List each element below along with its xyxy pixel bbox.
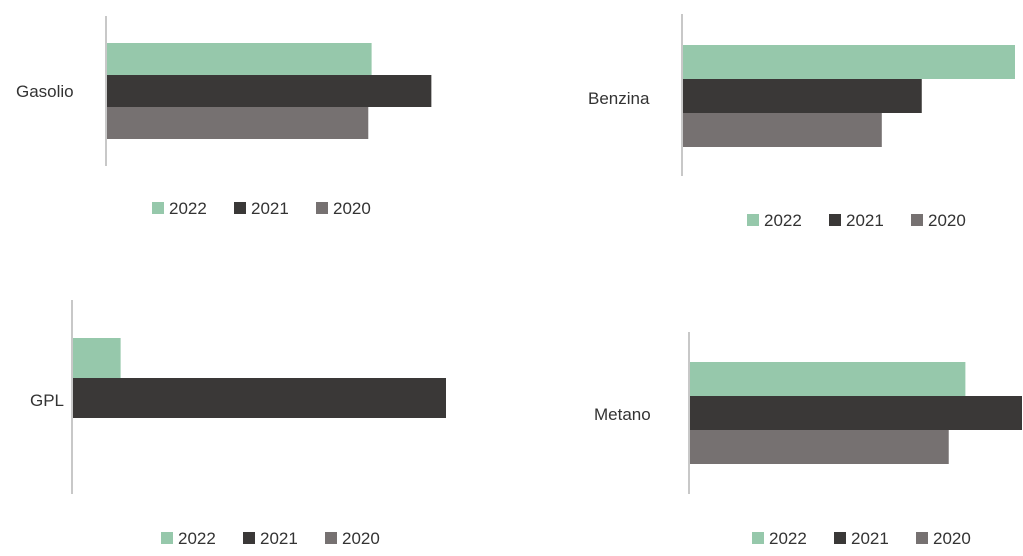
legend-label-2020: 2020 [333,199,371,218]
legend-swatch-2020 [911,214,923,226]
bar-2020 [682,113,882,147]
legend-label-2022: 2022 [169,199,207,218]
legend-label-2020: 2020 [928,211,966,230]
legend-label-2020: 2020 [342,529,380,548]
legend-swatch-2021 [829,214,841,226]
category-label: Gasolio [16,82,74,101]
legend-label-2020: 2020 [933,529,971,548]
legend-swatch-2021 [234,202,246,214]
bar-2021 [689,396,1022,430]
legend-swatch-2022 [152,202,164,214]
bar-2021 [682,79,922,113]
bar-2022 [72,338,121,378]
legend-swatch-2020 [316,202,328,214]
legend-label-2021: 2021 [251,199,289,218]
legend-swatch-2020 [325,532,337,544]
legend-label-2021: 2021 [260,529,298,548]
legend-swatch-2022 [752,532,764,544]
chart-panel-metano: Metano 2022 2021 2020 [594,332,1022,548]
bar-2022 [682,45,1015,79]
legend: 2022 2021 2020 [152,199,371,218]
category-label: Metano [594,405,651,424]
category-label: Benzina [588,89,650,108]
bar-2021 [72,378,446,418]
legend-swatch-2022 [161,532,173,544]
legend-swatch-2021 [243,532,255,544]
bar-2020 [106,107,369,139]
bar-2022 [106,43,372,75]
bar-2020 [689,430,949,464]
legend: 2022 2021 2020 [747,211,966,230]
legend-label-2022: 2022 [769,529,807,548]
legend-label-2022: 2022 [764,211,802,230]
legend-label-2021: 2021 [846,211,884,230]
legend-swatch-2022 [747,214,759,226]
legend: 2022 2021 2020 [752,529,971,548]
bar-2021 [106,75,432,107]
legend-swatch-2020 [916,532,928,544]
legend: 2022 2021 2020 [161,529,380,548]
chart-panel-gasolio: Gasolio 2022 2021 2020 [16,16,432,218]
chart-panel-benzina: Benzina 2022 2021 2020 [588,14,1015,230]
legend-swatch-2021 [834,532,846,544]
category-label: GPL [30,391,64,410]
legend-label-2022: 2022 [178,529,216,548]
bar-2022 [689,362,966,396]
legend-label-2021: 2021 [851,529,889,548]
chart-panel-gpl: GPL 2022 2021 2020 [30,300,446,548]
